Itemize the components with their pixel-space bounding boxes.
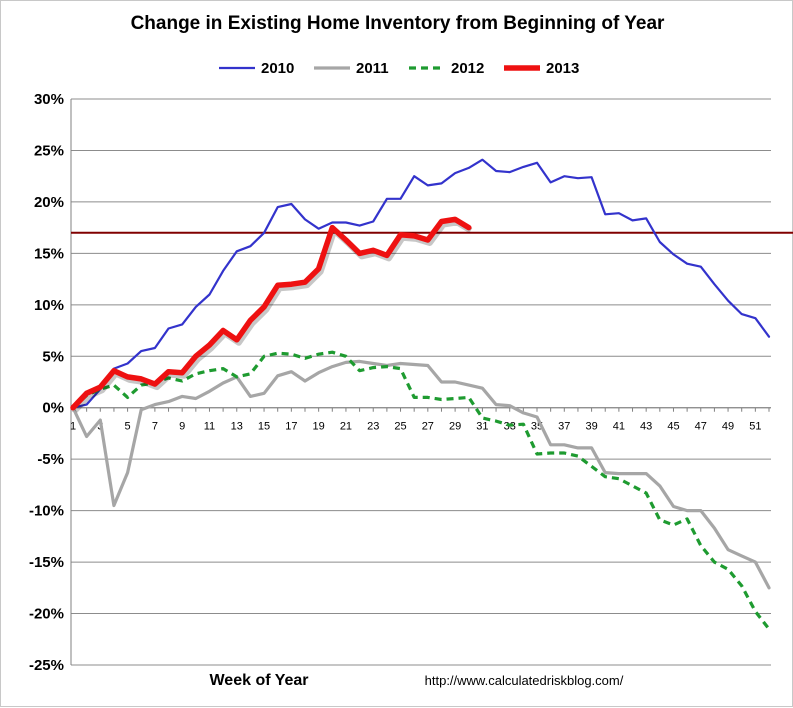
legend-label-2010: 2010	[261, 60, 294, 77]
y-tick-label: 25%	[34, 142, 64, 159]
x-tick-label: 29	[449, 421, 461, 433]
x-tick-label: 49	[722, 421, 734, 433]
y-tick-label: 20%	[34, 194, 64, 211]
x-tick-label: 7	[152, 421, 158, 433]
x-tick-label: 11	[204, 421, 215, 433]
legend: 2010 2011 2012 2013	[219, 60, 579, 77]
x-tick-label: 19	[313, 421, 325, 433]
y-tick-label: -20%	[29, 606, 64, 623]
x-tick-label: 37	[558, 421, 570, 433]
y-tick-label: -10%	[29, 503, 64, 520]
x-tick-label: 43	[640, 421, 652, 433]
y-tick-label: 15%	[34, 245, 64, 262]
x-tick-label: 31	[476, 421, 488, 433]
x-tick-label: 51	[749, 421, 761, 433]
x-tick-label: 41	[613, 421, 625, 433]
x-tick-label: 47	[695, 421, 707, 433]
x-tick-label: 9	[179, 421, 185, 433]
source-credit: http://www.calculatedriskblog.com/	[425, 673, 624, 688]
y-tick-label: 0%	[42, 400, 64, 417]
x-tick-label: 25	[394, 421, 406, 433]
y-tick-label: 30%	[34, 91, 64, 108]
grid-layer	[71, 98, 771, 666]
y-tick-label: 5%	[42, 348, 64, 365]
x-tick-label: 45	[667, 421, 679, 433]
x-tick-label: 13	[231, 421, 243, 433]
y-tick-label: -5%	[37, 451, 64, 468]
x-tick-label: 1	[70, 421, 76, 433]
x-tick-label: 39	[585, 421, 597, 433]
x-tick-label: 23	[367, 421, 379, 433]
legend-label-2012: 2012	[451, 60, 484, 77]
y-tick-label: 10%	[34, 297, 64, 314]
series-layer	[70, 158, 771, 630]
series-line-2010	[71, 158, 771, 409]
legend-label-2013: 2013	[546, 60, 579, 77]
x-tick-label: 17	[285, 421, 297, 433]
x-tick-label: 27	[422, 421, 434, 433]
x-axis-title: Week of Year	[209, 672, 308, 689]
y-tick-label: -25%	[29, 657, 64, 674]
chart-title: Change in Existing Home Inventory from B…	[130, 13, 665, 34]
x-tick-label: 5	[125, 421, 131, 433]
series-line-2011	[71, 359, 771, 590]
x-tick-label: 15	[258, 421, 270, 433]
axis-layer: 30%25%20%15%10%5%0%-5%-10%-15%-20%-25%1 3…	[29, 91, 771, 674]
series-line-2012	[71, 350, 771, 630]
series-line-2013	[70, 216, 472, 411]
x-tick-label: 21	[340, 421, 352, 433]
y-tick-label: -15%	[29, 554, 64, 571]
legend-label-2011: 2011	[356, 60, 389, 77]
